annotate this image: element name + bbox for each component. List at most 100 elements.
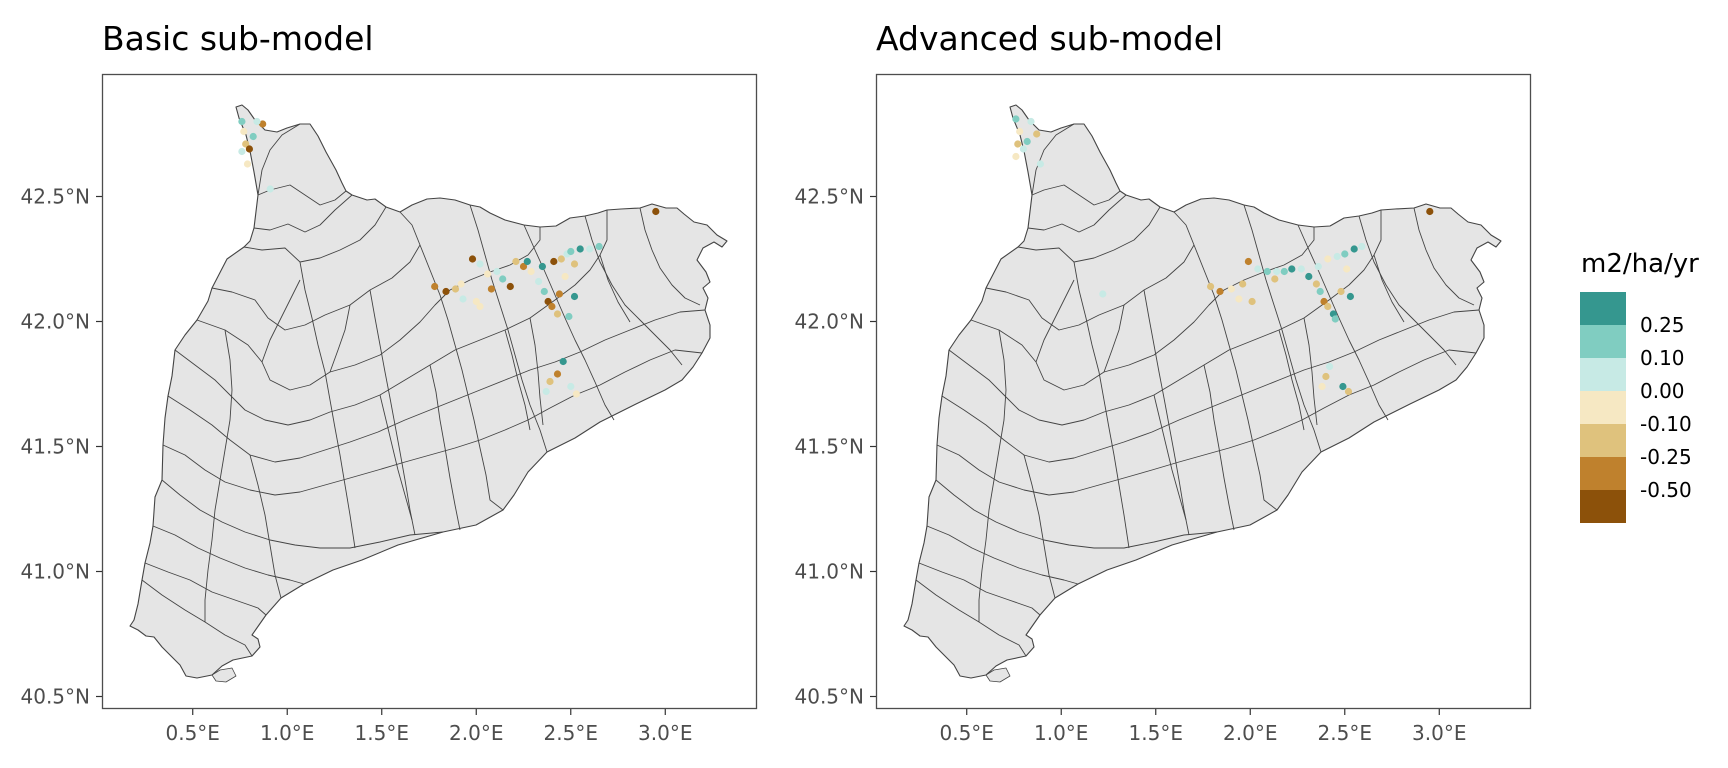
data-point	[499, 275, 507, 283]
legend-keys	[1580, 292, 1626, 523]
data-point	[1027, 117, 1035, 126]
data-point	[1023, 137, 1031, 146]
data-point	[1324, 255, 1332, 263]
data-point	[431, 282, 439, 291]
y-tick-label: 41.0°N	[21, 560, 91, 584]
legend-label: 0.00	[1640, 379, 1685, 403]
data-point	[567, 382, 575, 391]
data-point	[506, 282, 514, 291]
data-point	[1350, 245, 1358, 253]
point-layer	[238, 117, 660, 398]
legend-label: 0.10	[1640, 346, 1685, 370]
data-point	[242, 140, 250, 148]
y-tick-label: 42.5°N	[21, 185, 91, 209]
data-point	[1248, 297, 1256, 306]
legend-title: m2/ha/yr	[1581, 249, 1699, 279]
data-point	[572, 390, 581, 398]
legend-label: -0.25	[1640, 445, 1692, 469]
data-point	[1288, 265, 1296, 273]
x-tick-label: 1.5°E	[355, 721, 409, 745]
data-point	[1033, 130, 1041, 138]
data-point	[1019, 145, 1027, 153]
data-point	[1273, 267, 1281, 276]
data-point	[1343, 265, 1351, 273]
data-point	[493, 267, 501, 276]
data-point	[1239, 280, 1247, 288]
data-point	[570, 292, 579, 301]
x-tick-label: 1.5°E	[1129, 721, 1183, 745]
data-point	[553, 310, 562, 318]
legend-label: -0.10	[1640, 412, 1692, 436]
data-point	[544, 297, 552, 306]
data-point	[476, 302, 484, 311]
data-point	[1305, 272, 1313, 281]
x-tick-label: 1.0°E	[1034, 721, 1088, 745]
data-point	[1012, 152, 1020, 161]
data-point	[561, 272, 569, 281]
legend-swatch	[1580, 424, 1626, 457]
data-point	[1346, 292, 1354, 301]
y-axis: 42.5°N 42.0°N 41.5°N 41.0°N 40.5°N	[21, 185, 102, 709]
x-tick-label: 2.0°E	[1223, 721, 1277, 745]
data-point	[527, 267, 535, 276]
data-point	[555, 290, 564, 298]
data-point	[245, 145, 253, 153]
y-tick-label: 40.5°N	[21, 685, 91, 709]
data-point	[442, 287, 450, 296]
panel-advanced-sub-model: Advanced sub-model 42.5°N 42.0°N 41.5°N 41.…	[795, 19, 1532, 745]
y-tick-label: 42.0°N	[21, 310, 91, 334]
data-point	[1280, 267, 1288, 276]
data-point	[1014, 140, 1022, 148]
data-point	[240, 127, 248, 136]
x-tick-label: 1.0°E	[260, 721, 314, 745]
data-point	[548, 302, 556, 311]
x-tick-label: 2.5°E	[544, 721, 598, 745]
data-point	[512, 257, 520, 266]
data-point	[1314, 262, 1322, 271]
data-point	[1099, 290, 1107, 298]
data-point	[468, 255, 477, 263]
data-point	[1312, 280, 1320, 288]
data-point	[451, 285, 460, 293]
data-point	[1012, 115, 1020, 123]
color-legend: m2/ha/yr 0.25 0.10 0.00 -0.10 -0.25 -0.50	[1580, 249, 1699, 523]
y-tick-label: 42.5°N	[795, 185, 865, 209]
y-tick-label: 42.0°N	[795, 310, 865, 334]
data-point	[1320, 297, 1328, 306]
data-point	[523, 257, 531, 266]
y-tick-label: 40.5°N	[795, 685, 865, 709]
data-point	[1036, 160, 1044, 168]
data-point	[487, 285, 495, 293]
data-point	[484, 270, 492, 278]
x-tick-label: 3.0°E	[1412, 721, 1466, 745]
data-point	[1271, 275, 1279, 283]
data-point	[567, 247, 575, 256]
data-point	[595, 242, 603, 251]
data-point	[1326, 362, 1334, 371]
data-point	[253, 117, 261, 126]
data-point	[542, 387, 550, 396]
point-layer	[1012, 115, 1434, 396]
data-point	[266, 185, 274, 193]
data-point	[243, 160, 252, 168]
y-axis: 42.5°N 42.0°N 41.5°N 41.0°N 40.5°N	[795, 185, 876, 709]
data-point	[586, 245, 594, 253]
data-point	[1235, 295, 1243, 303]
data-point	[457, 280, 465, 288]
data-point	[535, 277, 543, 286]
data-point	[1254, 265, 1262, 273]
data-point	[553, 370, 562, 378]
y-tick-label: 41.0°N	[795, 560, 865, 584]
data-point	[1344, 387, 1353, 396]
data-point	[472, 297, 480, 306]
x-tick-label: 0.5°E	[166, 721, 220, 745]
data-point	[476, 260, 484, 268]
data-point	[557, 255, 565, 263]
data-point	[570, 260, 579, 268]
data-point	[1207, 282, 1215, 291]
data-point	[238, 147, 246, 156]
data-point	[559, 357, 567, 366]
legend-label: -0.50	[1640, 478, 1692, 502]
data-point	[538, 262, 547, 271]
